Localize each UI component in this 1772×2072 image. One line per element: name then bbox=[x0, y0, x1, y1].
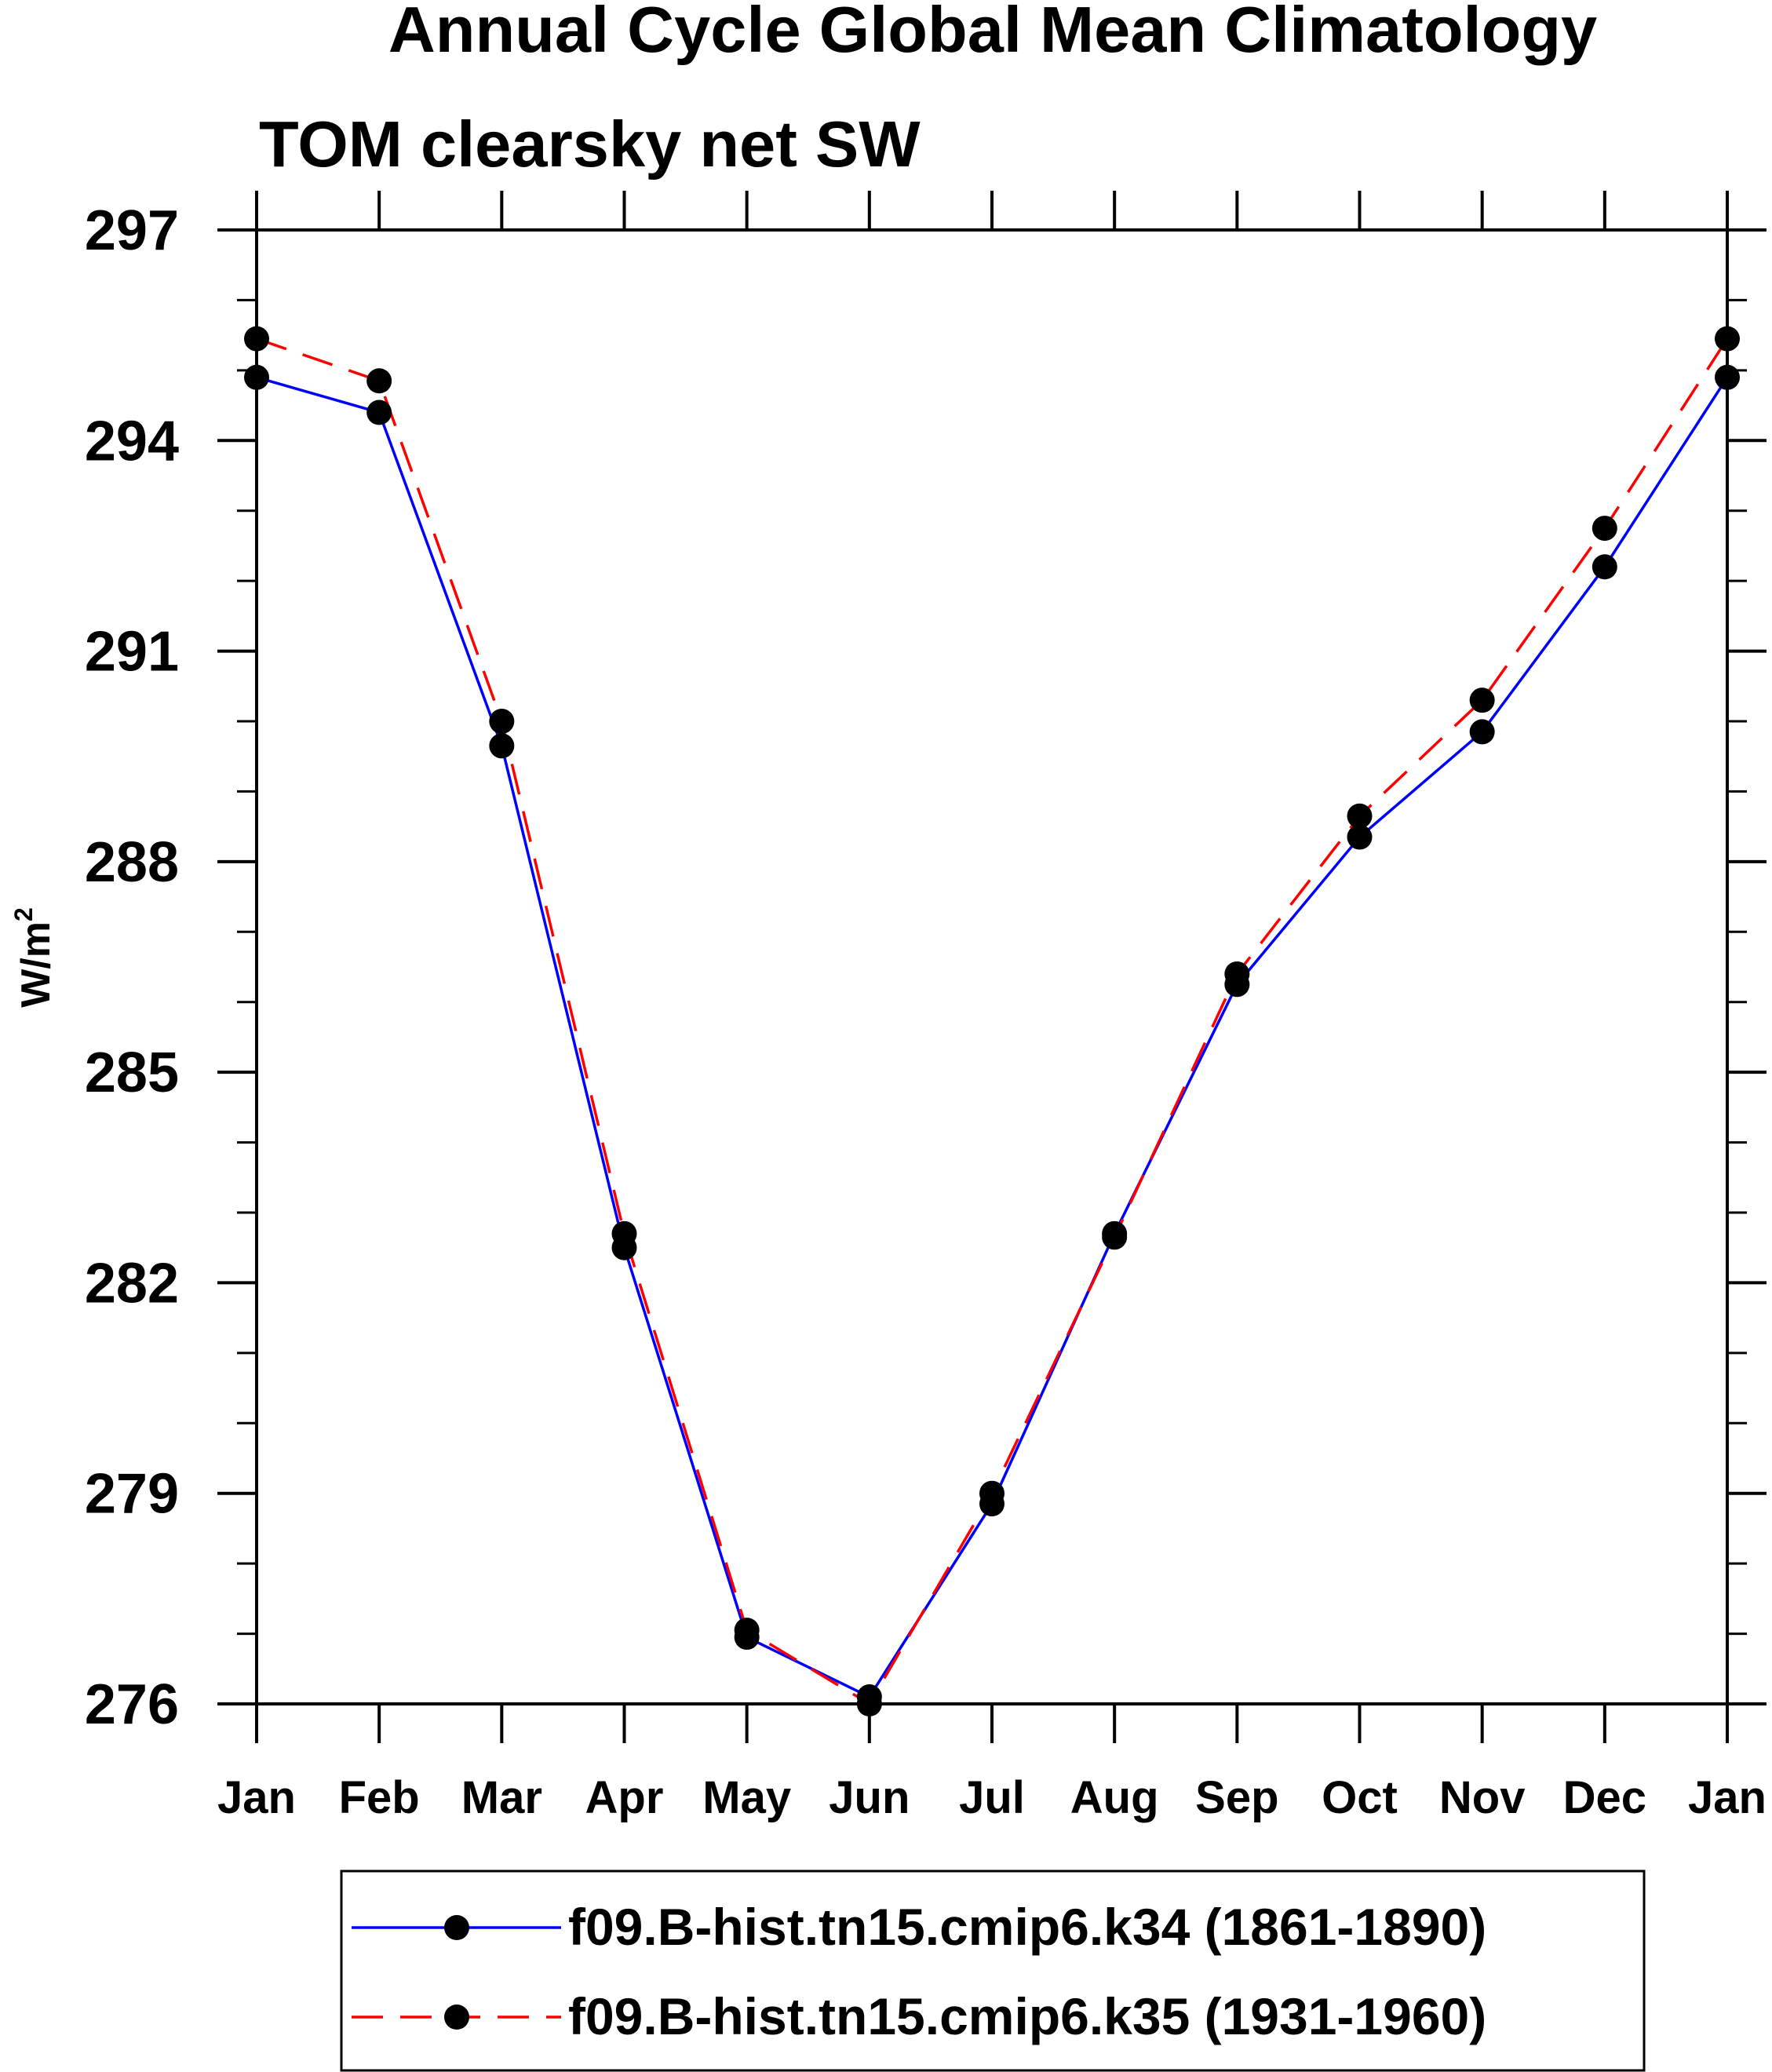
x-tick-label: May bbox=[702, 1772, 791, 1823]
x-tick-label: Feb bbox=[339, 1772, 420, 1823]
data-point bbox=[979, 1480, 1004, 1506]
chart-subtitle: TOM clearsky net SW bbox=[259, 108, 921, 181]
y-tick-label: 282 bbox=[85, 1252, 179, 1315]
y-axis-label-unit: W/m bbox=[13, 921, 59, 1008]
data-point bbox=[1102, 1224, 1128, 1250]
x-tick-label: Jul bbox=[959, 1772, 1025, 1823]
x-tick-label: Mar bbox=[461, 1772, 542, 1823]
plot-frame bbox=[255, 228, 1729, 1705]
chart-title: Annual Cycle Global Mean Climatology bbox=[388, 0, 1597, 66]
legend: f09.B-hist.tn15.cmip6.k34 (1861-1890) f09… bbox=[340, 1870, 1646, 2072]
legend-label: f09.B-hist.tn15.cmip6.k34 (1861-1890) bbox=[568, 1898, 1486, 1956]
x-tick-label: Jan bbox=[1688, 1772, 1767, 1823]
y-axis-label-text: W/m2 bbox=[9, 907, 59, 1008]
data-point bbox=[489, 733, 515, 759]
y-tick-label: 291 bbox=[85, 621, 179, 684]
series-layer bbox=[244, 326, 1740, 1716]
x-tick-label: Nov bbox=[1439, 1772, 1526, 1823]
data-point bbox=[611, 1220, 637, 1246]
x-tick-labels: Jan Feb Mar Apr May Jun Jul Aug Sep Oct Nov Dec Jan bbox=[217, 1772, 1767, 1823]
x-tick-label: Oct bbox=[1322, 1772, 1398, 1823]
data-point bbox=[366, 399, 392, 425]
axis-ticks bbox=[217, 191, 1767, 1743]
x-tick-label: Jun bbox=[829, 1772, 910, 1823]
x-tick-label: Apr bbox=[585, 1772, 664, 1823]
y-tick-label: 285 bbox=[85, 1041, 179, 1104]
x-tick-label: Aug bbox=[1070, 1772, 1159, 1823]
data-point bbox=[1347, 803, 1373, 829]
y-axis-label: W/m2 bbox=[9, 907, 59, 1008]
data-point bbox=[1469, 719, 1495, 745]
legend-marker bbox=[444, 1915, 469, 1940]
data-point bbox=[1592, 554, 1617, 580]
y-tick-label: 276 bbox=[85, 1673, 179, 1736]
x-tick-label: Jan bbox=[217, 1772, 296, 1823]
legend-label: f09.B-hist.tn15.cmip6.k35 (1931-1960) bbox=[568, 1987, 1486, 2045]
y-tick-label: 297 bbox=[85, 199, 179, 262]
data-point bbox=[366, 368, 392, 394]
data-point bbox=[1592, 516, 1617, 542]
data-point bbox=[1347, 824, 1373, 850]
y-axis-label-superscript: 2 bbox=[9, 907, 38, 921]
y-tick-label: 288 bbox=[85, 831, 179, 894]
x-tick-label: Sep bbox=[1195, 1772, 1278, 1823]
x-tick-label: Dec bbox=[1563, 1772, 1646, 1823]
y-tick-label: 294 bbox=[85, 410, 179, 472]
data-point bbox=[734, 1618, 760, 1643]
data-point bbox=[1469, 688, 1495, 713]
data-point bbox=[489, 709, 515, 734]
y-tick-label: 279 bbox=[85, 1463, 179, 1526]
y-tick-labels: 297 294 291 288 285 282 279 276 bbox=[85, 199, 179, 1736]
legend-box bbox=[340, 1870, 1646, 2072]
legend-marker bbox=[444, 2005, 469, 2030]
data-point bbox=[1224, 961, 1250, 987]
